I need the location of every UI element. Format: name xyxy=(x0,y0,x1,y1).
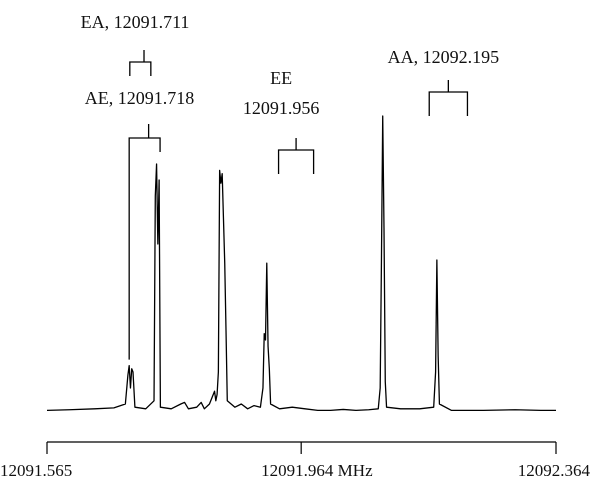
x-tick-label: 12091.964 MHz xyxy=(261,461,373,480)
annotation-bracket xyxy=(277,138,315,174)
x-axis-ticks: 12091.565 12091.964 MHz 12092.364 xyxy=(0,442,591,480)
annotation-bracket xyxy=(129,50,152,76)
x-tick-label: 12092.364 xyxy=(518,461,591,480)
annotation-layer: EA, 12091.711 AE, 12091.718 EE 12091.956 AA,… xyxy=(81,12,499,360)
annotation-label: EE xyxy=(270,68,292,88)
annotation-label: AA, 12092.195 xyxy=(388,47,500,67)
annotation-label: EA, 12091.711 xyxy=(81,12,190,32)
annotation-sublabel: 12091.956 xyxy=(243,98,320,118)
annotation-ae: AE, 12091.718 xyxy=(85,88,195,360)
annotation-ee: EE 12091.956 xyxy=(243,68,320,174)
annotation-bracket xyxy=(428,80,469,116)
annotation-bracket xyxy=(128,124,161,360)
annotation-label: AE, 12091.718 xyxy=(85,88,195,108)
annotation-aa: AA, 12092.195 xyxy=(388,47,500,116)
spectrum-trace xyxy=(46,115,556,412)
annotation-ea: EA, 12091.711 xyxy=(81,12,190,76)
x-tick-label: 12091.565 xyxy=(0,461,72,480)
